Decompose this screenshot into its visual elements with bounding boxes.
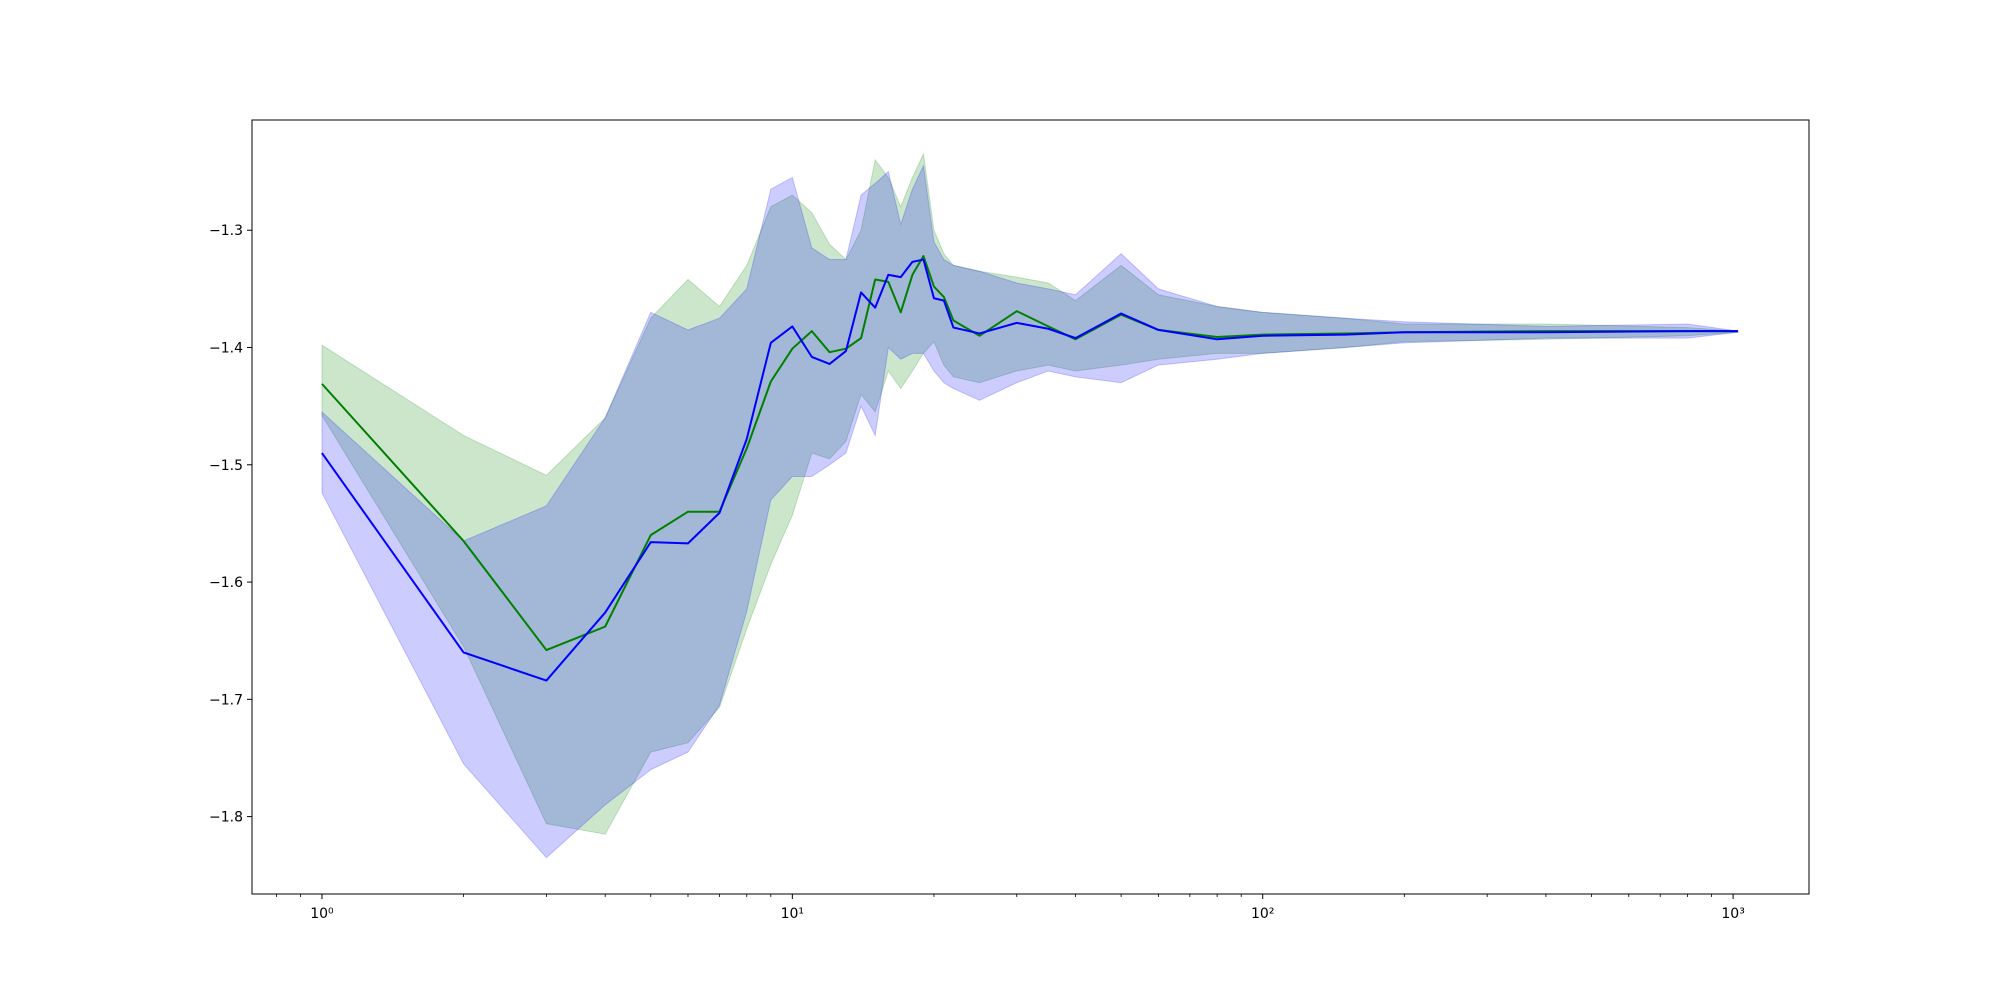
y-tick-label: −1.4	[209, 341, 243, 357]
y-tick-label: −1.5	[209, 458, 243, 474]
line	[321, 258, 1738, 682]
y-tick-label: −1.8	[209, 810, 243, 826]
x-tick-label: 10³	[1721, 906, 1744, 922]
y-tick-label: −1.7	[209, 692, 243, 708]
x-tick-label: 10¹	[781, 906, 804, 922]
band	[321, 164, 1739, 859]
band	[321, 152, 1739, 835]
axes-frame	[251, 119, 1810, 895]
y-tick-label: −1.6	[209, 575, 243, 591]
x-tick-label: 10²	[1251, 906, 1274, 922]
line	[321, 255, 1738, 652]
x-tick-label: 10⁰	[310, 906, 334, 922]
y-tick-label: −1.3	[209, 223, 243, 239]
